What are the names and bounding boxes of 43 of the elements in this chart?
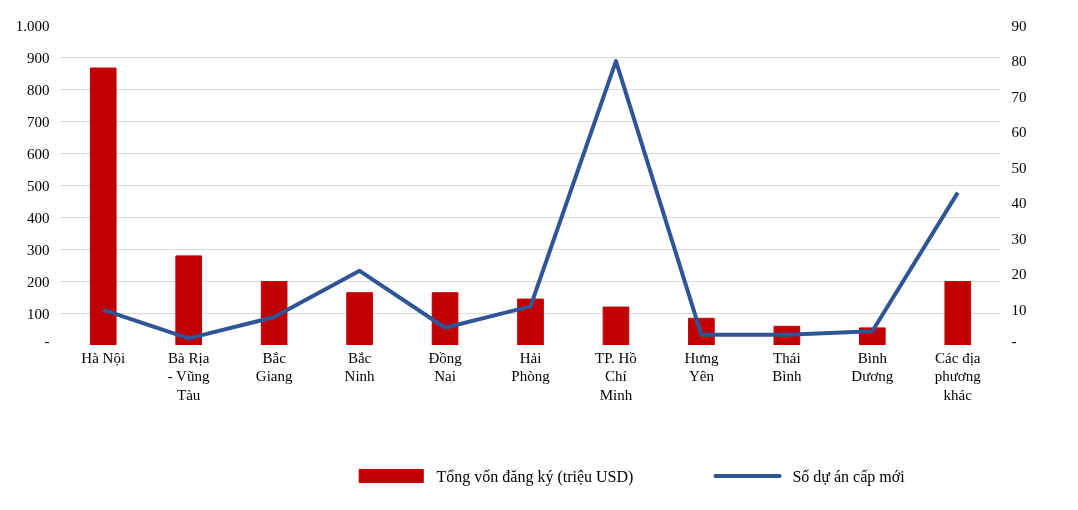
x-tick-label: Hà Nội [81,349,126,366]
bar [89,67,117,345]
y2-tick-label: - [1011,332,1017,349]
y-tick-label: 200 [27,273,50,290]
legend-label: Tổng vốn đăng ký (triệu USD) [436,467,634,486]
bar [175,255,202,345]
y2-tick-label: 80 [1011,53,1027,70]
y-tick-label: - [44,332,50,349]
y2-tick-label: 60 [1011,124,1027,141]
y-tick-label: 500 [27,177,50,194]
y-tick-label: 700 [27,113,50,130]
y2-tick-label: 10 [1011,301,1027,318]
y2-tick-label: 40 [1011,195,1027,212]
y2-tick-label: 50 [1011,159,1027,176]
y-tick-label: 1.000 [15,17,50,34]
y-tick-label: 100 [27,305,50,322]
x-tick-label: Đồng Nai [428,349,463,385]
y2-tick-label: 70 [1011,88,1027,105]
bar [944,281,972,345]
y-tick-label: 800 [27,81,50,98]
bar [517,298,544,345]
x-tick-label: Bình Dương [851,349,894,385]
x-tick-label: TP. Hồ Chí Minh [595,349,637,403]
bar [260,281,288,345]
y2-tick-label: 20 [1011,266,1027,283]
y2-tick-label: 30 [1011,230,1027,247]
y2-tick-label: 90 [1011,17,1027,34]
bar [346,292,373,345]
x-tick-label: Bắc Ninh [344,349,376,385]
x-tick-label: Bắc Giang [255,349,293,385]
legend-label: Số dự án cấp mới [792,467,906,486]
x-tick-label: Thái Bình [772,349,802,385]
x-tick-label: Hưng Yên [684,349,719,385]
x-tick-label: Các địa phương khác [934,349,982,403]
y-tick-label: 600 [27,145,50,162]
x-tick-label: Hải Phòng [511,349,551,385]
bar [602,306,630,345]
y-tick-label: 900 [27,49,50,66]
x-tick-label: Bà Rịa - Vũng Tàu [167,349,210,403]
y-tick-label: 400 [27,209,50,226]
line-series [101,59,960,341]
bar [431,292,459,345]
y-tick-label: 300 [27,241,50,258]
